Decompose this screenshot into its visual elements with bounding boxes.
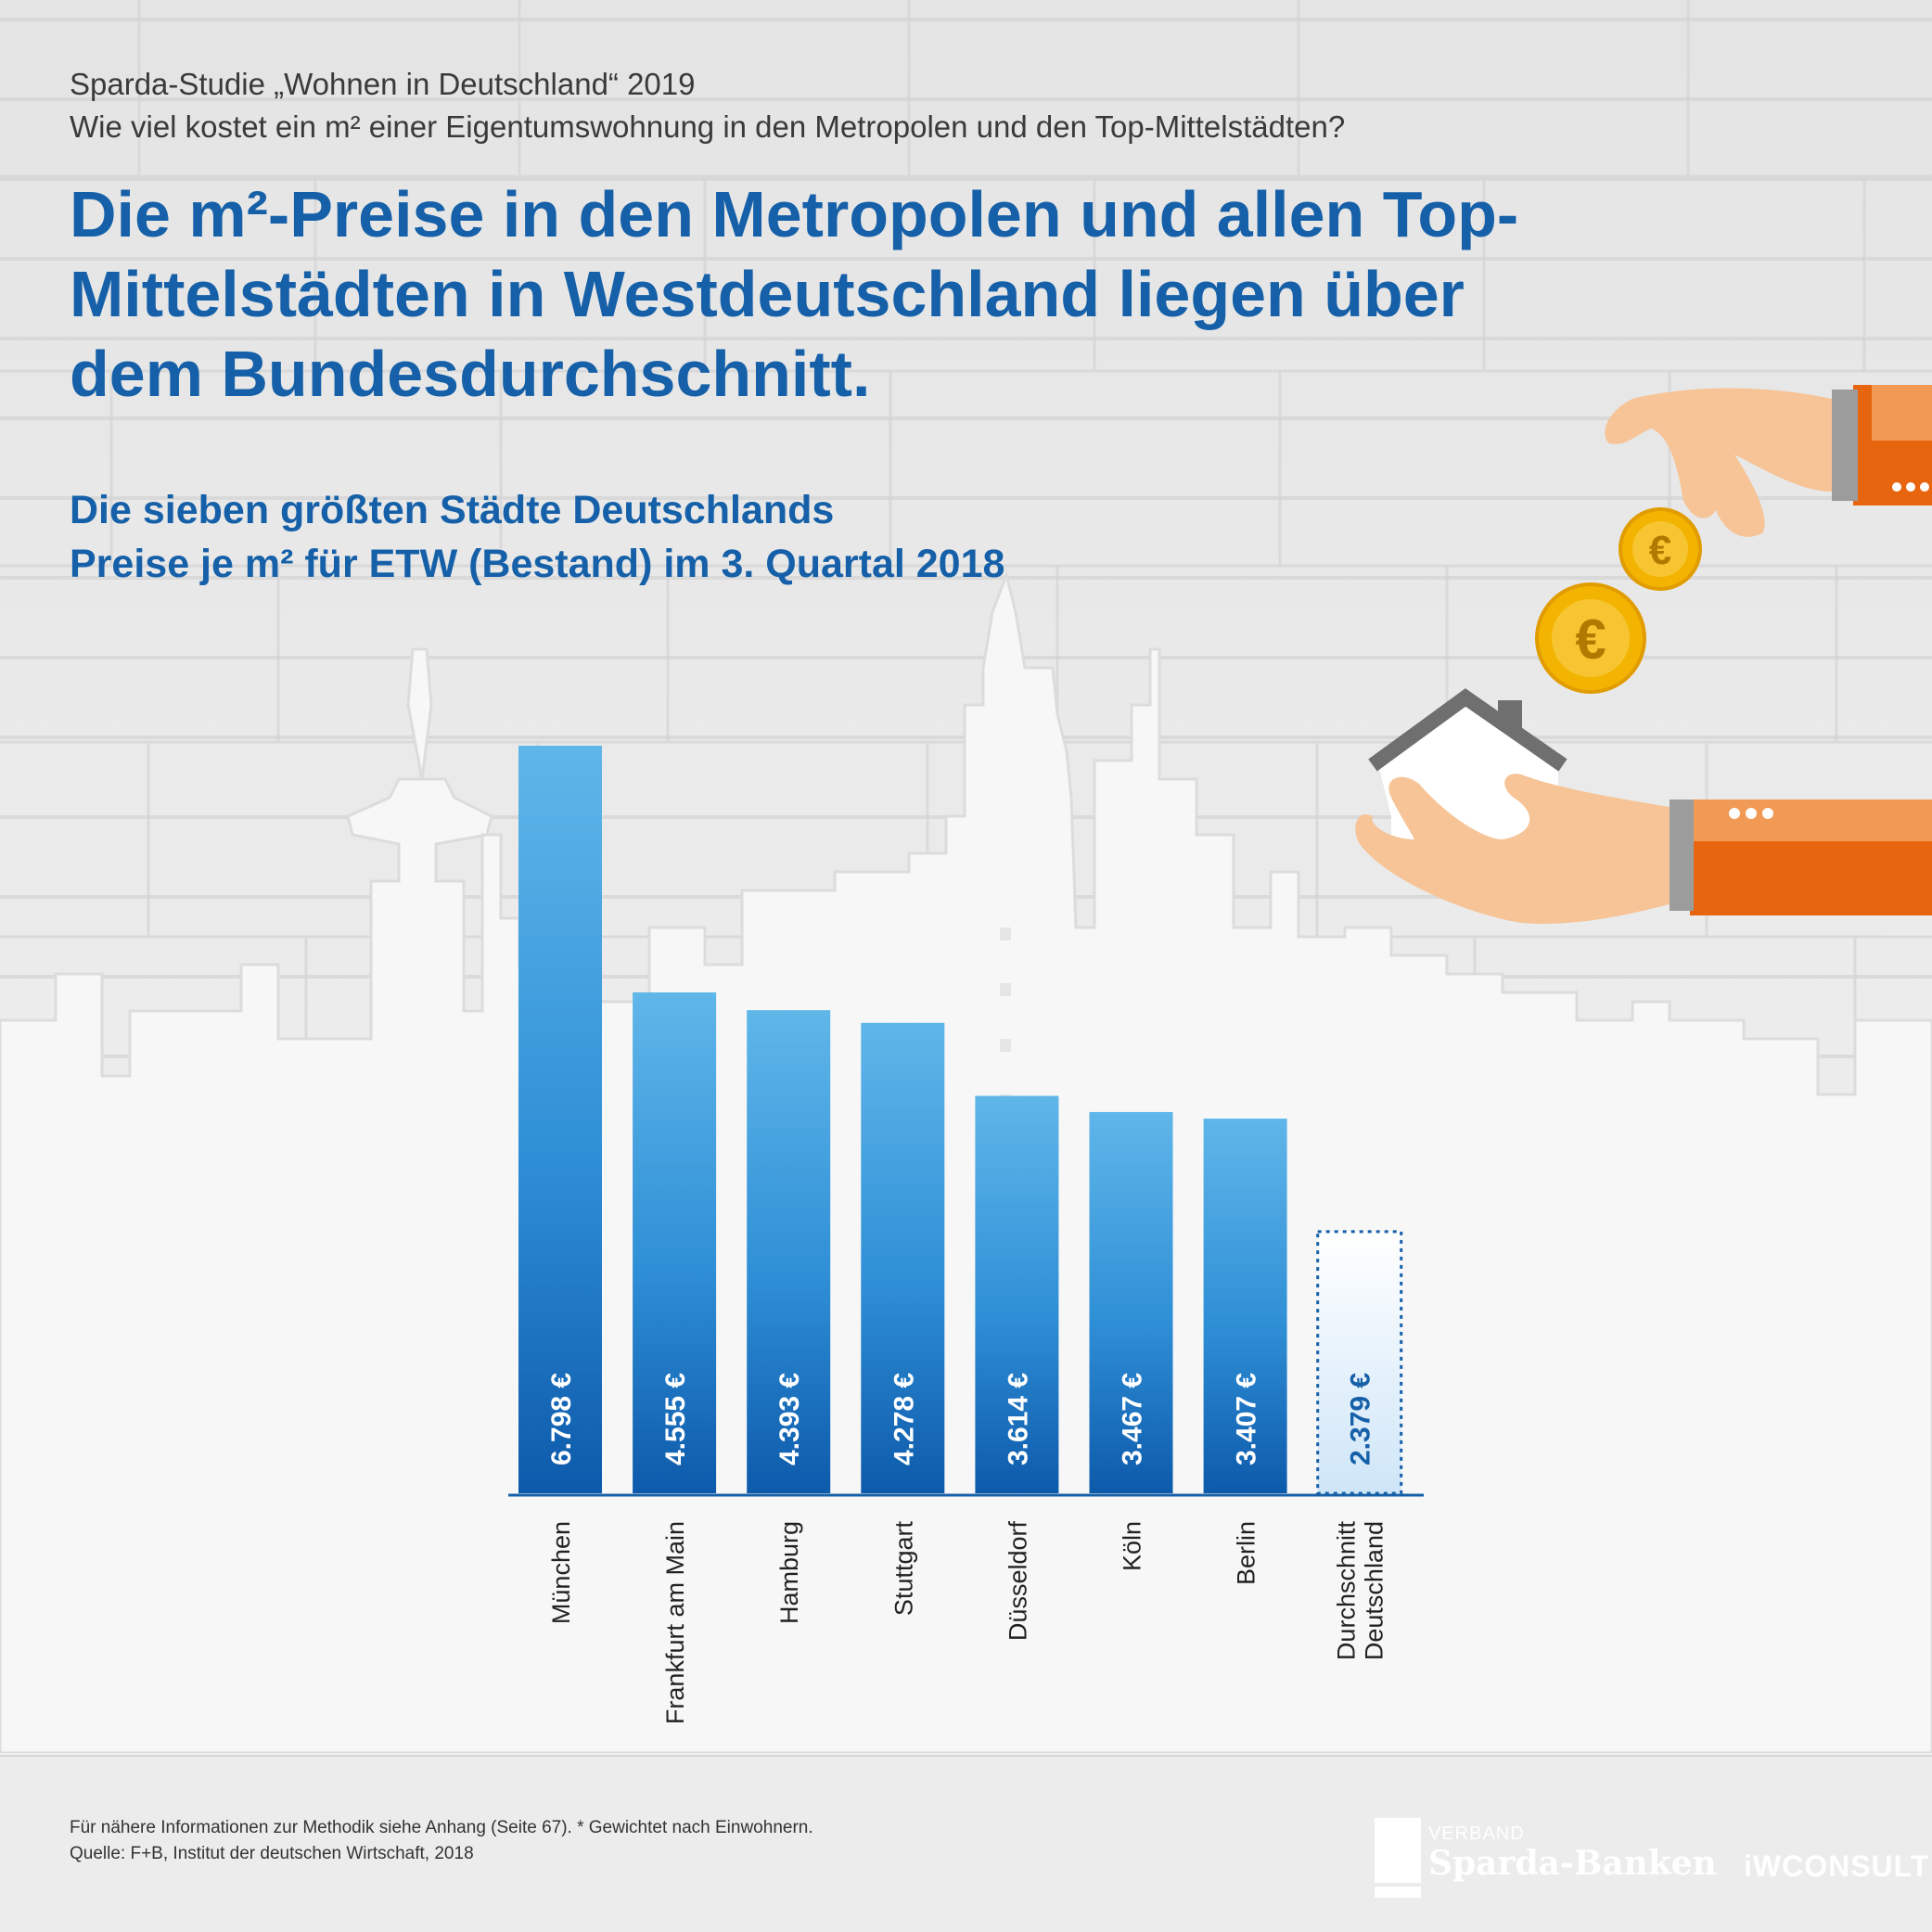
chart-title: Die sieben größten Städte Deutschlands [70, 488, 835, 532]
average-bar [1316, 1230, 1403, 1495]
bar [861, 1022, 945, 1493]
headline-line-1: Die m²-Preise in den Metropolen und alle… [70, 178, 1519, 250]
bar-value-label: 3.467 € [1118, 1373, 1148, 1465]
methodology-note: Für nähere Informationen zur Methodik si… [70, 1818, 813, 1837]
question-text: Wie viel kostet ein m² einer Eigentumswo… [70, 109, 1346, 144]
category-label: Stuttgart [889, 1521, 917, 1617]
chart-subtitle: Preise je m² für ETW (Bestand) im 3. Qua… [70, 542, 1005, 586]
source-note: Quelle: F+B, Institut der deutschen Wirt… [70, 1844, 474, 1863]
bar [975, 1095, 1059, 1493]
bar-value-label: 4.278 € [889, 1373, 919, 1465]
headline-line-3: dem Bundesdurchschnitt. [70, 338, 871, 410]
sparda-logo-icon [1375, 1818, 1421, 1898]
bar-value-label: 6.798 € [546, 1373, 577, 1465]
category-label: Berlin [1233, 1521, 1260, 1585]
headline-line-2: Mittelstädten in Westdeutschland liegen … [70, 258, 1465, 330]
logo-sparda-text: Sparda-Banken [1428, 1844, 1717, 1883]
bar-value-label: 3.407 € [1232, 1373, 1262, 1465]
bar [1203, 1119, 1287, 1493]
euro-coin-icon: € [1619, 507, 1702, 591]
bar-value-label: 3.614 € [1003, 1373, 1033, 1465]
bar [518, 746, 602, 1493]
bar-chart: 6.798 € München 4.555 € Frankfurt am Main 4.… [508, 746, 1424, 1724]
bar [747, 1010, 831, 1493]
category-label: Köln [1119, 1521, 1146, 1571]
bar-value-label: 4.393 € [774, 1373, 805, 1465]
svg-text:€: € [1575, 608, 1606, 671]
category-label: Hamburg [775, 1521, 803, 1624]
category-label: Durchschnitt [1333, 1521, 1361, 1661]
bar-value-label: 2.379 € [1346, 1373, 1376, 1465]
svg-text:€: € [1649, 528, 1671, 573]
lower-hand-icon [1355, 774, 1932, 924]
study-label: Sparda-Studie „Wohnen in Deutschland“ 20… [70, 67, 696, 101]
upper-hand-icon [1605, 385, 1932, 537]
footer [0, 1755, 1932, 1932]
logo-verband-text: VERBAND [1428, 1823, 1525, 1844]
category-label: Frankfurt am Main [661, 1521, 689, 1724]
category-label: Düsseldorf [1004, 1521, 1031, 1642]
category-label: Deutschland [1361, 1521, 1388, 1660]
bar [633, 992, 717, 1493]
euro-coin-icon: € [1535, 582, 1646, 694]
bar-value-label: 4.555 € [660, 1373, 691, 1465]
hands-house-coins-illustration: € € [1355, 385, 1932, 924]
category-label: München [547, 1521, 575, 1624]
bar [1089, 1111, 1173, 1493]
logo-iwconsult-text: iWCONSULT [1744, 1849, 1930, 1883]
